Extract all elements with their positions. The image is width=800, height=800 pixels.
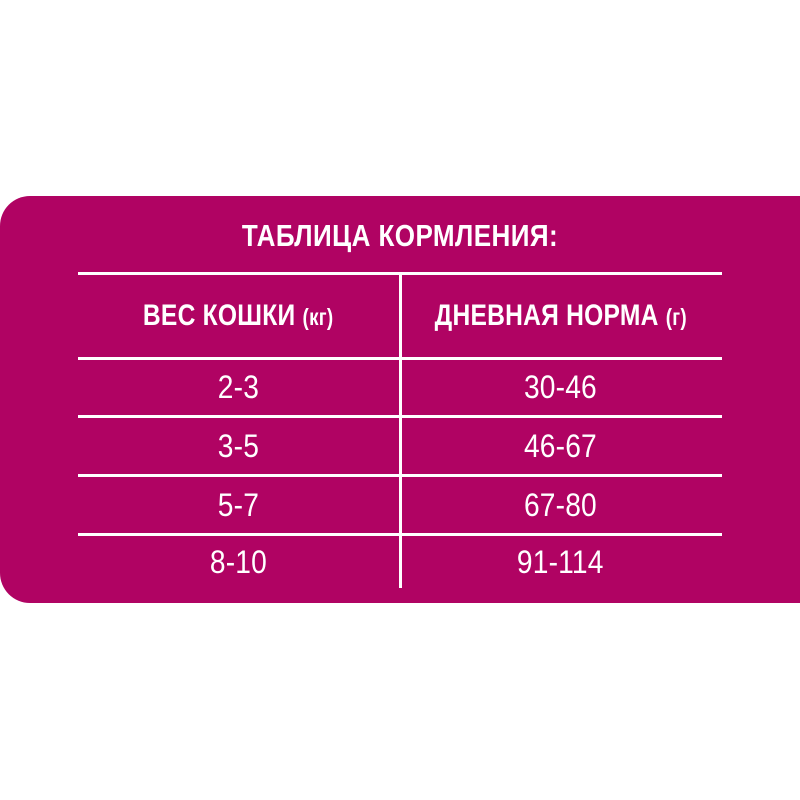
cell-daily-norm-value: 46-67 [524, 427, 597, 464]
column-header-daily-norm: ДНЕВНАЯ НОРМА (г) [399, 275, 722, 357]
table-column-divider [399, 272, 402, 588]
table-row: 8-10 91-114 [78, 536, 722, 588]
table-row: 2-3 30-46 [78, 360, 722, 415]
cell-daily-norm: 67-80 [399, 477, 722, 533]
column-header-weight-label: ВЕС КОШКИ [143, 299, 296, 332]
column-header-weight-unit: (кг) [302, 304, 334, 330]
cell-weight: 5-7 [78, 477, 399, 533]
table-row: 5-7 67-80 [78, 477, 722, 533]
column-header-daily-norm-unit: (г) [665, 304, 687, 330]
page-title: ТАБЛИЦА КОРМЛЕНИЯ: [241, 218, 559, 253]
table-header-row: ВЕС КОШКИ (кг) ДНЕВНАЯ НОРМА (г) [78, 275, 722, 357]
column-header-daily-norm-label: ДНЕВНАЯ НОРМА [434, 299, 659, 332]
cell-daily-norm-value: 67-80 [524, 486, 597, 523]
cell-weight-value: 8-10 [209, 543, 268, 580]
cell-weight-value: 3-5 [217, 427, 260, 464]
cell-daily-norm-value: 30-46 [524, 369, 597, 405]
column-header-weight: ВЕС КОШКИ (кг) [78, 275, 399, 357]
cell-weight-value: 2-3 [217, 369, 260, 405]
feeding-table: ВЕС КОШКИ (кг) ДНЕВНАЯ НОРМА (г) 2-3 30-… [78, 272, 722, 588]
cell-daily-norm: 91-114 [399, 536, 722, 588]
cell-daily-norm: 30-46 [399, 360, 722, 415]
cell-weight: 8-10 [78, 536, 399, 588]
cell-weight-value: 5-7 [217, 486, 260, 523]
cell-weight: 3-5 [78, 418, 399, 474]
cell-daily-norm-value: 91-114 [517, 543, 604, 580]
cell-daily-norm: 46-67 [399, 418, 722, 474]
table-row: 3-5 46-67 [78, 418, 722, 474]
cell-weight: 2-3 [78, 360, 399, 415]
